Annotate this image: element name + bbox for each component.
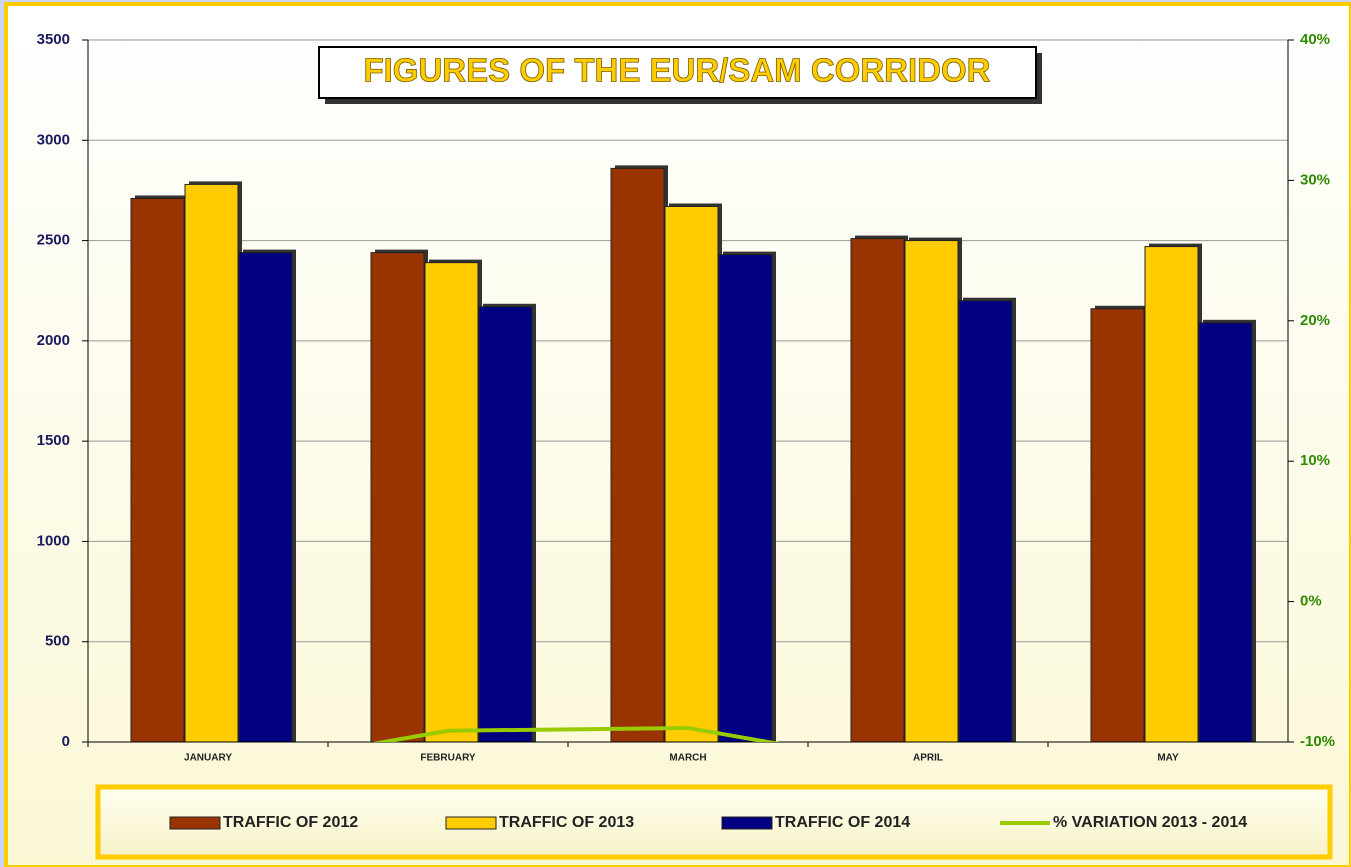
y-tick-label: 500 [45, 633, 70, 650]
y-tick-label: 3000 [37, 131, 70, 148]
y-tick-label: 2000 [37, 332, 70, 349]
bar [958, 300, 1013, 743]
bar [238, 252, 293, 743]
y2-tick-label: 0% [1300, 593, 1322, 610]
x-tick-label: APRIL [913, 753, 943, 764]
x-tick-label: FEBRUARY [420, 753, 476, 764]
y-tick-label: 0 [62, 733, 70, 750]
y2-tick-label: 20% [1300, 312, 1330, 329]
bar [130, 197, 185, 743]
legend-swatch [445, 816, 497, 830]
x-tick-label: MAY [1157, 753, 1179, 764]
bar [1144, 246, 1199, 743]
bar [904, 240, 959, 743]
legend-label: TRAFFIC OF 2012 [223, 814, 358, 831]
line-series [372, 725, 780, 742]
bar [610, 167, 665, 743]
legend-label: % VARIATION 2013 - 2014 [1053, 814, 1247, 831]
x-tick-label: JANUARY [184, 753, 232, 764]
y2-tick-label: -10% [1300, 733, 1335, 750]
x-tick-label: MARCH [669, 753, 706, 764]
bar [370, 252, 425, 743]
y-tick-label: 2500 [37, 232, 70, 249]
legend-label: TRAFFIC OF 2014 [775, 814, 910, 831]
legend-swatch [721, 816, 773, 830]
legend-box [95, 784, 1333, 860]
y2-tick-label: 40% [1300, 31, 1330, 48]
legend-label: TRAFFIC OF 2013 [499, 814, 634, 831]
y2-tick-label: 30% [1300, 171, 1330, 188]
chart-title: FIGURES OF THE EUR/SAM CORRIDOR [363, 52, 990, 89]
bar [1198, 322, 1253, 743]
y-tick-label: 3500 [37, 31, 70, 48]
bar [424, 262, 479, 743]
legend-swatch [169, 816, 221, 830]
bar [478, 306, 533, 743]
y-tick-label: 1500 [37, 432, 70, 449]
title-box [318, 46, 1037, 99]
bar [718, 254, 773, 743]
bar [1090, 308, 1145, 743]
bar [850, 238, 905, 743]
y-tick-label: 1000 [37, 532, 70, 549]
bar [664, 205, 719, 743]
y2-tick-label: 10% [1300, 452, 1330, 469]
bar [184, 183, 239, 743]
